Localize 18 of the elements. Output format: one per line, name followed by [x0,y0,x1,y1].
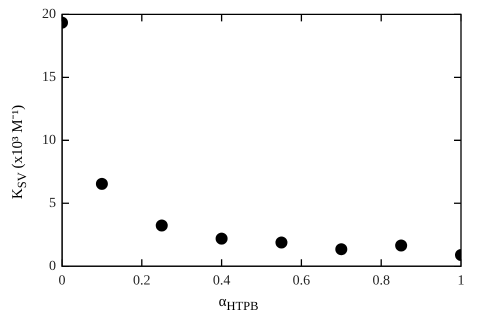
point [156,220,168,232]
point [96,178,108,190]
x-axis-title: α$_{HTPB}$ [218,294,260,314]
y-tick-label: 5 [49,196,56,211]
y-tick-label: 15 [42,70,56,86]
y-tick-label: 20 [42,7,56,22]
point [275,236,288,249]
x-tick-label: 0.8 [372,273,390,288]
x-tick-label: 1 [458,273,464,288]
point [395,240,408,252]
x-tick-label: 0 [58,273,66,288]
y-tick-label: 10 [42,132,56,148]
y-tick-label: 0 [49,258,56,274]
x-tick-label: 0.6 [292,273,310,288]
point [216,232,228,245]
x-tick-label: 0.2 [133,273,151,288]
x-tick-label: 0.4 [212,273,230,288]
point [335,243,348,256]
